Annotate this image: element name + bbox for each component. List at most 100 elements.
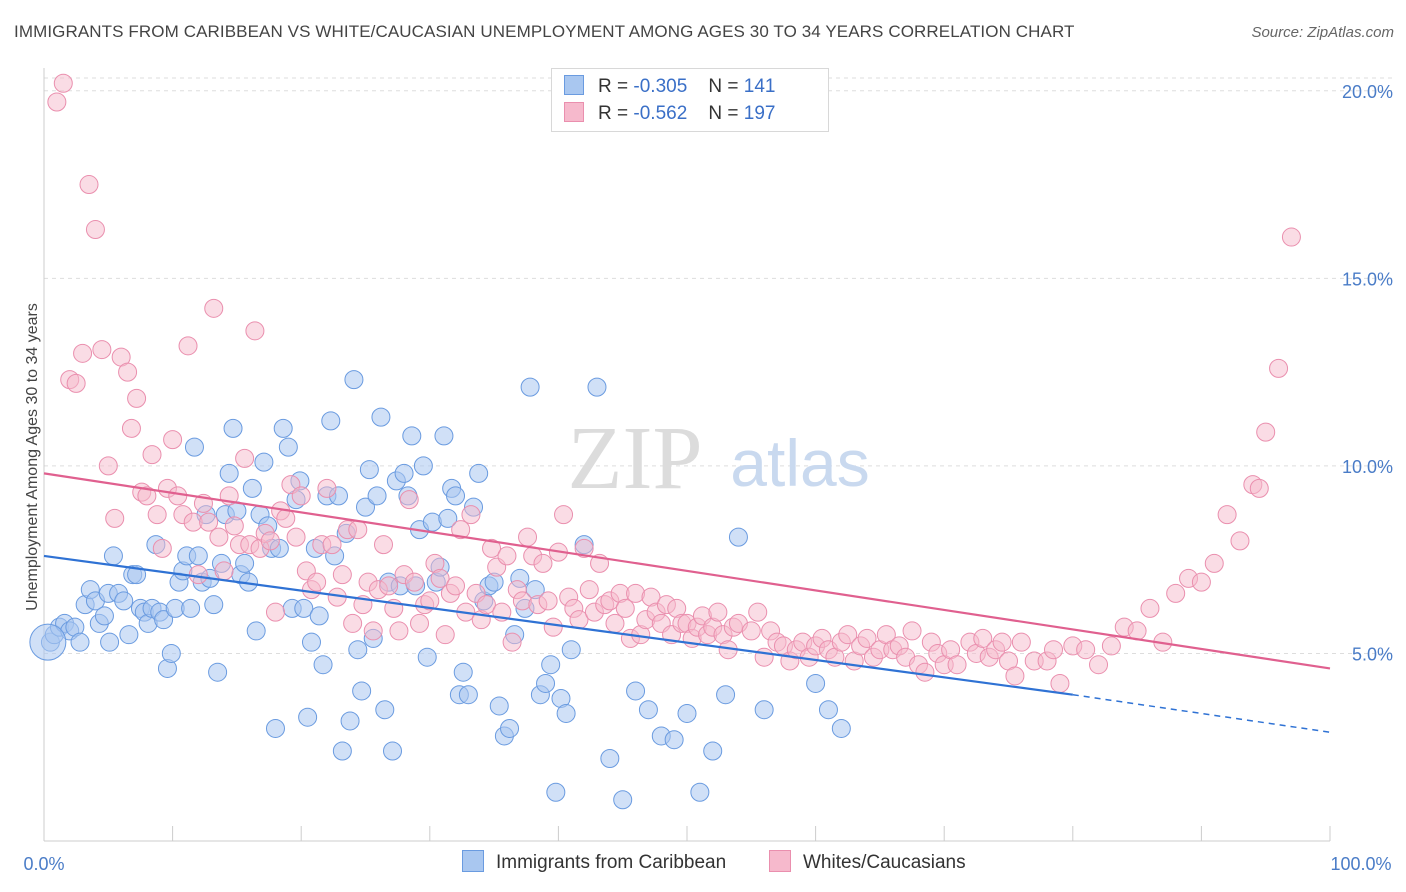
r-label: R =: [598, 103, 629, 124]
data-point-white: [420, 591, 440, 611]
data-point-caribbean: [301, 632, 321, 652]
data-point-white: [404, 572, 424, 592]
data-point-white: [79, 175, 99, 195]
data-point-caribbean: [371, 407, 391, 427]
data-point-white: [915, 662, 935, 682]
data-point-white: [118, 362, 138, 382]
legend-swatch-blue: [462, 850, 484, 872]
data-point-caribbean: [489, 696, 509, 716]
data-point-white: [147, 505, 167, 525]
data-point-caribbean: [204, 595, 224, 615]
data-point-white: [98, 456, 118, 476]
n-value: 141: [743, 76, 776, 97]
data-point-white: [461, 505, 481, 525]
data-point-white: [754, 647, 774, 667]
data-point-caribbean: [273, 418, 293, 438]
watermark-zip: ZIP: [568, 409, 703, 508]
n-value: 197: [743, 103, 776, 124]
data-point-white: [992, 632, 1012, 652]
axes: [43, 68, 1331, 842]
data-point-white: [1249, 478, 1269, 498]
data-point-white: [741, 621, 761, 641]
data-point-caribbean: [458, 685, 478, 705]
data-point-caribbean: [546, 782, 566, 802]
data-point-white: [708, 602, 728, 622]
data-point-white: [1005, 666, 1025, 686]
data-point-white: [748, 602, 768, 622]
data-point-white: [127, 388, 147, 408]
data-point-white: [291, 486, 311, 506]
data-point-white: [168, 486, 188, 506]
data-point-white: [605, 613, 625, 633]
data-point-white: [1140, 598, 1160, 618]
data-point-caribbean: [716, 685, 736, 705]
legend-label: Whites/Caucasians: [803, 852, 966, 873]
data-point-caribbean: [246, 621, 266, 641]
data-point-caribbean: [600, 748, 620, 768]
data-point-caribbean: [626, 681, 646, 701]
data-point-caribbean: [332, 741, 352, 761]
y-tick-label: 5.0%: [1352, 644, 1393, 664]
n-label: N =: [708, 103, 739, 124]
data-point-white: [343, 613, 363, 633]
data-point-caribbean: [348, 640, 368, 660]
data-point-white: [857, 628, 877, 648]
data-point-white: [497, 546, 517, 566]
data-point-caribbean: [806, 673, 826, 693]
data-point-white: [121, 418, 141, 438]
data-point-caribbean: [469, 463, 489, 483]
data-point-caribbean: [831, 718, 851, 738]
legend-row-caribbean: R = -0.305 N = 141: [564, 75, 775, 99]
data-point-caribbean: [352, 681, 372, 701]
data-point-caribbean: [313, 655, 333, 675]
data-point-caribbean: [728, 527, 748, 547]
data-point-caribbean: [223, 418, 243, 438]
data-point-white: [1076, 640, 1096, 660]
data-point-white: [142, 445, 162, 465]
data-point-white: [332, 565, 352, 585]
source-label: Source: ZipAtlas.com: [1251, 24, 1394, 41]
data-point-white: [73, 343, 93, 363]
data-point-caribbean: [119, 625, 139, 645]
legend-item-caribbean: Immigrants from Caribbean: [462, 850, 726, 874]
series-caribbean-points: [29, 370, 851, 810]
data-point-caribbean: [638, 700, 658, 720]
data-point-white: [152, 538, 172, 558]
data-point-caribbean: [541, 655, 561, 675]
data-point-caribbean: [70, 632, 90, 652]
data-point-caribbean: [446, 486, 466, 506]
x-tick-label: 0.0%: [23, 854, 64, 874]
trend-line-white: [43, 472, 1331, 670]
data-point-white: [973, 628, 993, 648]
data-point-white: [476, 595, 496, 615]
data-point-white: [379, 576, 399, 596]
legend-swatch-pink: [564, 102, 584, 122]
data-point-white: [502, 632, 522, 652]
data-point-caribbean: [356, 497, 375, 517]
data-point-caribbean: [309, 606, 329, 626]
data-point-white: [615, 598, 635, 618]
data-point-white: [348, 520, 368, 540]
data-point-white: [1281, 227, 1301, 247]
data-point-caribbean: [127, 565, 147, 585]
r-value: -0.305: [633, 76, 688, 97]
data-point-white: [1166, 583, 1186, 603]
data-point-caribbean: [520, 377, 540, 397]
data-point-caribbean: [754, 700, 774, 720]
r-value: -0.562: [633, 103, 688, 124]
data-point-caribbean: [536, 673, 556, 693]
data-point-white: [66, 373, 86, 393]
y-axis-label: Unemployment Among Ages 30 to 34 years: [24, 303, 41, 611]
data-point-white: [53, 73, 73, 93]
data-point-white: [322, 535, 342, 555]
data-point-caribbean: [394, 463, 414, 483]
data-point-white: [574, 538, 594, 558]
data-point-caribbean: [556, 703, 576, 723]
data-point-white: [579, 580, 599, 600]
data-point-white: [389, 621, 409, 641]
data-point-white: [1230, 531, 1250, 551]
data-point-caribbean: [453, 662, 473, 682]
data-point-white: [446, 576, 466, 596]
data-point-white: [163, 430, 183, 450]
data-point-white: [543, 617, 563, 637]
